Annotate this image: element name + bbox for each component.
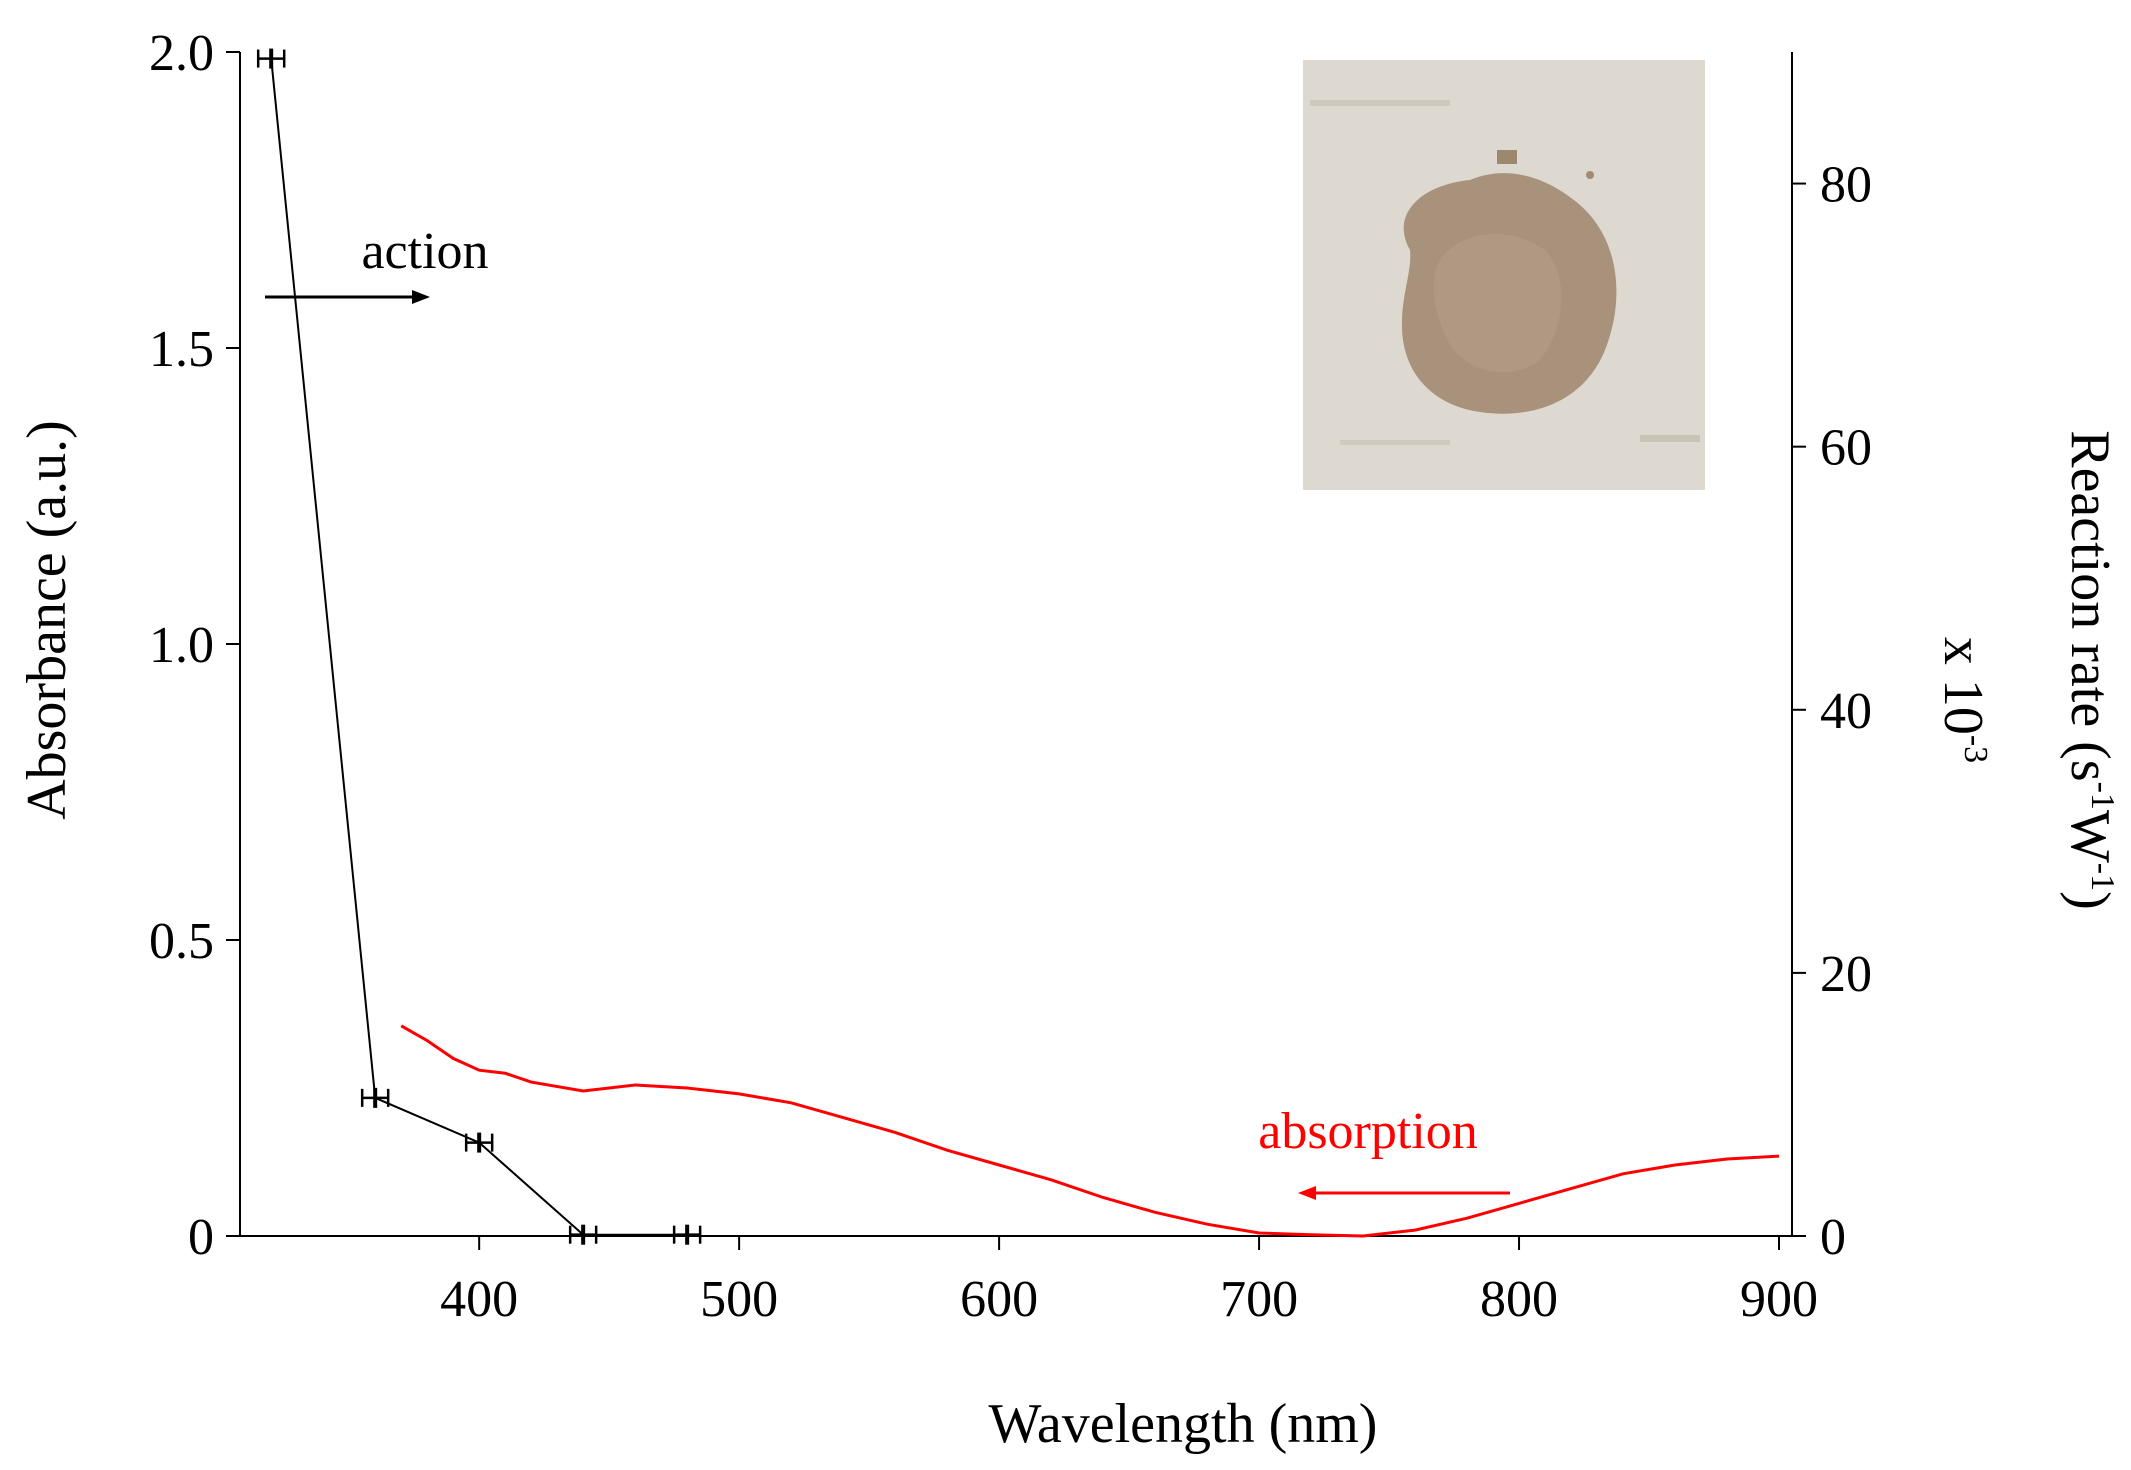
y-right-tick-label: 0	[1820, 1209, 1846, 1266]
y-right-scale-sup: -3	[1957, 735, 1994, 763]
x-tick-label: 400	[440, 1271, 518, 1328]
y-left-tick-label: 1.0	[149, 617, 214, 674]
y-left-tick-label: 1.5	[149, 321, 214, 378]
inset-paper-mark	[1640, 435, 1700, 442]
y-left-axis-title: Absorbance (a.u.)	[16, 420, 78, 820]
y-right-title-sup2: -1	[2084, 863, 2121, 891]
inset-powder-speck	[1586, 171, 1594, 179]
y-right-scale-base: x 10	[1932, 637, 1994, 735]
y-right-title-part2: W	[2059, 810, 2121, 863]
inset-paper-mark	[1340, 440, 1450, 445]
annotation-action: action	[361, 223, 488, 280]
y-right-axis-title: Reaction rate (s-1W-1)	[2059, 430, 2121, 910]
y-right-title-sup1: -1	[2084, 782, 2121, 810]
series-action	[256, 48, 702, 1245]
y-right-tick-label: 20	[1820, 946, 1872, 1003]
absorption-line	[400, 1024, 1780, 1238]
x-axis-title: Wavelength (nm)	[989, 1393, 1378, 1455]
inset-photo	[1303, 60, 1705, 490]
x-tick-label: 800	[1480, 1271, 1558, 1328]
x-tick-label: 900	[1740, 1271, 1818, 1328]
annotation-absorption-arrowhead	[1298, 1186, 1316, 1200]
inset-paper-mark	[1310, 100, 1450, 106]
inset-powder-highlight	[1433, 233, 1562, 373]
y-right-title-part3: )	[2059, 891, 2121, 910]
y-left-tick-label: 2.0	[149, 25, 214, 82]
y-left-tick-label: 0	[188, 1209, 214, 1266]
y-right-tick-label: 60	[1820, 420, 1872, 477]
y-left-ticks: 0 0.5 1.0 1.5 2.0	[149, 25, 240, 1266]
series-absorption	[400, 1024, 1780, 1238]
y-right-axis-scale: x 10-3	[1932, 637, 1994, 763]
y-left-tick-label: 0.5	[149, 913, 214, 970]
x-ticks: 400 500 600 700 800 900	[440, 1236, 1818, 1328]
x-tick-label: 600	[960, 1271, 1038, 1328]
y-right-tick-label: 80	[1820, 157, 1872, 214]
y-right-title-part1: Reaction rate (s	[2059, 430, 2121, 781]
x-tick-label: 500	[700, 1271, 778, 1328]
y-right-tick-label: 40	[1820, 683, 1872, 740]
inset-powder-speck	[1497, 150, 1517, 164]
annotation-absorption: absorption	[1258, 1103, 1478, 1160]
annotation-action-arrowhead	[412, 290, 430, 304]
x-tick-label: 700	[1220, 1271, 1298, 1328]
y-right-ticks: 0 20 40 60 80	[1792, 157, 1872, 1266]
